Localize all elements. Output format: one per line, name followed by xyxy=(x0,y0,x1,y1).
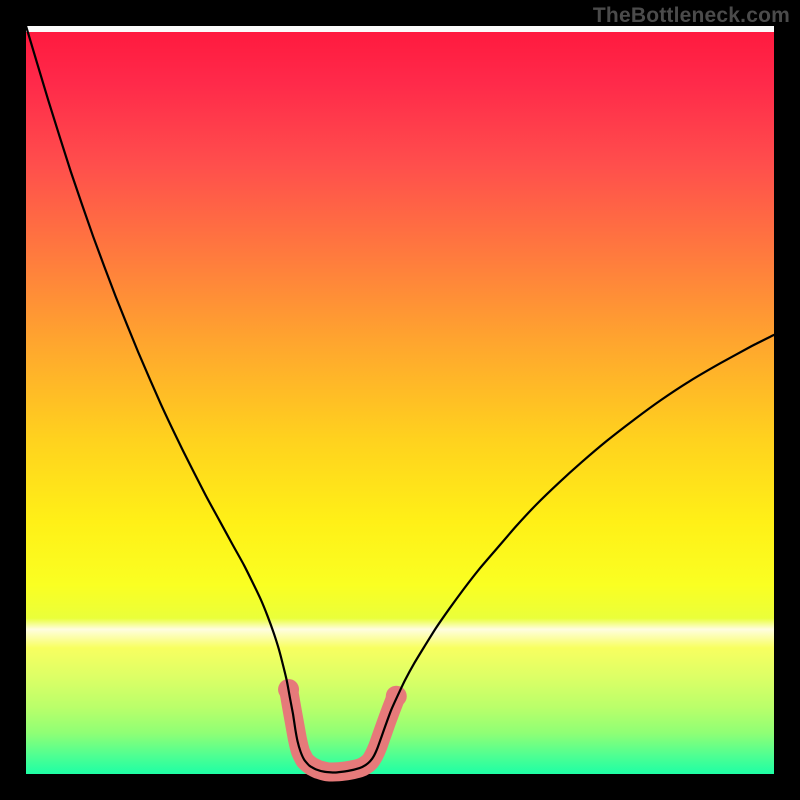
bottleneck-chart xyxy=(0,0,800,800)
chart-stage: TheBottleneck.com xyxy=(0,0,800,800)
watermark-label: TheBottleneck.com xyxy=(593,4,790,28)
plot-bg-gradient xyxy=(26,32,774,774)
